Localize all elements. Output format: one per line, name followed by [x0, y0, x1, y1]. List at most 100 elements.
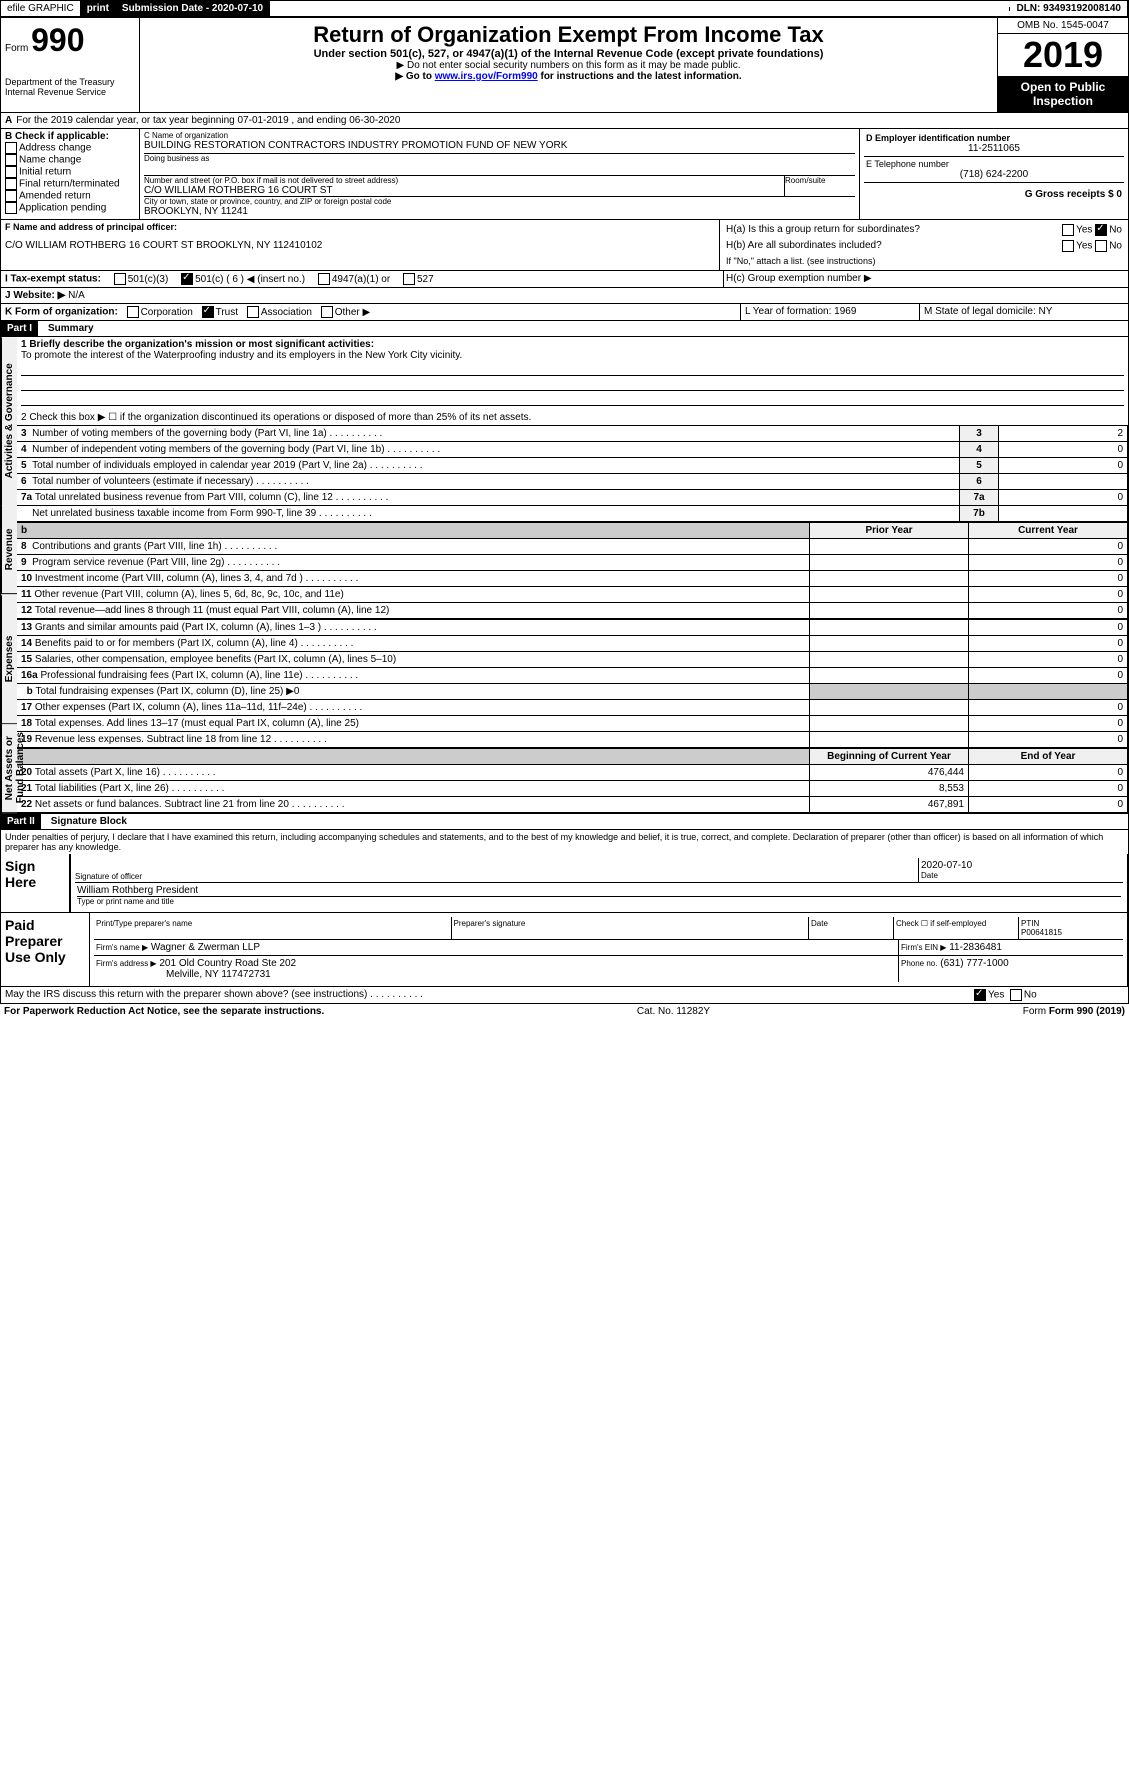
vlabel-assets: Net Assets or Fund Balances — [1, 724, 17, 813]
note2: ▶ Go to www.irs.gov/Form990 for instruct… — [144, 71, 993, 82]
box-c-label: C Name of organization — [144, 131, 855, 140]
chk-amended[interactable]: Amended return — [5, 190, 135, 202]
form-header: Form 990 Department of the Treasury Inte… — [0, 17, 1129, 113]
vlabel-activities: Activities & Governance — [1, 337, 17, 505]
assets-table: Beginning of Current YearEnd of Year 20 … — [17, 748, 1128, 813]
table-row: 14 Benefits paid to or for members (Part… — [17, 636, 1128, 652]
firm-name: Wagner & Zwerman LLP — [151, 942, 260, 953]
date-label: Date — [921, 871, 1121, 880]
table-row: 10 Investment income (Part VIII, column … — [17, 571, 1128, 587]
box-b-title: B Check if applicable: — [5, 131, 135, 142]
part1-header: Part I Summary — [0, 321, 1129, 337]
box-e-label: E Telephone number — [866, 159, 1122, 169]
part2-label: Part II — [1, 814, 41, 829]
period-row: AFor the 2019 calendar year, or tax year… — [0, 113, 1129, 129]
officer-name-print: William Rothberg President — [77, 885, 1121, 896]
dept: Department of the Treasury — [5, 77, 135, 87]
table-row: 8 Contributions and grants (Part VIII, l… — [17, 539, 1128, 555]
website: N/A — [68, 290, 85, 301]
prep-name-label: Print/Type preparer's name — [94, 917, 451, 939]
dba-label: Doing business as — [144, 153, 855, 163]
expenses-table: 13 Grants and similar amounts paid (Part… — [17, 619, 1128, 748]
table-row: 20 Total assets (Part X, line 16)476,444… — [17, 765, 1128, 781]
form990-link[interactable]: www.irs.gov/Form990 — [435, 71, 538, 82]
governance-table: 3 Number of voting members of the govern… — [17, 425, 1128, 522]
form-label: Form — [5, 43, 28, 54]
table-row: 21 Total liabilities (Part X, line 26)8,… — [17, 781, 1128, 797]
table-row: 11 Other revenue (Part VIII, column (A),… — [17, 587, 1128, 603]
check-self[interactable]: Check ☐ if self-employed — [893, 917, 1018, 939]
irs: Internal Revenue Service — [5, 87, 135, 97]
prep-date-label: Date — [808, 917, 893, 939]
q1-label: 1 Briefly describe the organization's mi… — [17, 337, 1128, 410]
box-f-label: F Name and address of principal officer: — [5, 222, 715, 232]
table-row: 15 Salaries, other compensation, employe… — [17, 652, 1128, 668]
org-name: BUILDING RESTORATION CONTRACTORS INDUSTR… — [144, 140, 855, 151]
table-row: Net unrelated business taxable income fr… — [17, 506, 1128, 522]
website-row: J Website: ▶ N/A — [0, 288, 1129, 304]
part1-label: Part I — [1, 321, 38, 336]
chk-address[interactable]: Address change — [5, 142, 135, 154]
box-m: M State of legal domicile: NY — [920, 304, 1128, 320]
sign-here: Sign Here — [1, 854, 71, 912]
tax-status-row: I Tax-exempt status: 501(c)(3) 501(c) ( … — [0, 271, 1129, 288]
discuss-row: May the IRS discuss this return with the… — [0, 987, 1129, 1004]
hc-label: H(c) Group exemption number ▶ — [726, 273, 872, 284]
org-address: C/O WILLIAM ROTHBERG 16 COURT ST — [144, 185, 784, 196]
table-row: 5 Total number of individuals employed i… — [17, 458, 1128, 474]
box-g: G Gross receipts $ 0 — [1025, 189, 1122, 200]
table-row: 3 Number of voting members of the govern… — [17, 426, 1128, 442]
part2-title: Signature Block — [51, 816, 127, 827]
omb: OMB No. 1545-0047 — [998, 18, 1128, 34]
part2-header: Part II Signature Block — [0, 814, 1129, 830]
firm-address: 201 Old Country Road Ste 202 — [159, 958, 296, 969]
pra-notice: For Paperwork Reduction Act Notice, see … — [4, 1006, 324, 1017]
addr-label: Number and street (or P.O. box if mail i… — [144, 176, 784, 185]
chk-pending[interactable]: Application pending — [5, 202, 135, 214]
officer-block: F Name and address of principal officer:… — [0, 220, 1129, 271]
ein: 11-2511065 — [866, 143, 1122, 154]
chk-name[interactable]: Name change — [5, 154, 135, 166]
firm-ein: 11-2836481 — [949, 942, 1002, 953]
print-button[interactable]: print — [81, 1, 116, 16]
firm-phone: (631) 777-1000 — [940, 958, 1008, 969]
ptin: P00641815 — [1021, 928, 1062, 937]
form-subtitle: Under section 501(c), 527, or 4947(a)(1)… — [144, 48, 993, 60]
q2: 2 Check this box ▶ ☐ if the organization… — [17, 410, 1128, 425]
chk-final[interactable]: Final return/terminated — [5, 178, 135, 190]
org-form-row: K Form of organization: Corporation Trus… — [0, 304, 1129, 321]
form-number: 990 — [31, 22, 84, 58]
part1-title: Summary — [48, 323, 94, 334]
box-l: L Year of formation: 1969 — [741, 304, 920, 320]
paid-preparer: Paid Preparer Use Only — [1, 913, 90, 986]
prep-sig-label: Preparer's signature — [451, 917, 809, 939]
tax-year: 2019 — [998, 34, 1128, 76]
note1: ▶ Do not enter social security numbers o… — [144, 60, 993, 71]
part1-body: Activities & Governance Revenue Expenses… — [0, 337, 1129, 814]
box-j-label: J Website: ▶ — [5, 290, 65, 301]
entity-block: B Check if applicable: Address change Na… — [0, 129, 1129, 220]
box-k-label: K Form of organization: — [5, 307, 118, 318]
officer-name: C/O WILLIAM ROTHBERG 16 COURT ST BROOKLY… — [5, 240, 715, 251]
table-row: 13 Grants and similar amounts paid (Part… — [17, 620, 1128, 636]
revenue-table: bPrior YearCurrent Year 8 Contributions … — [17, 522, 1128, 619]
table-row: 18 Total expenses. Add lines 13–17 (must… — [17, 716, 1128, 732]
perjury-text: Under penalties of perjury, I declare th… — [0, 830, 1129, 854]
phone: (718) 624-2200 — [866, 169, 1122, 180]
city-label: City or town, state or province, country… — [144, 197, 855, 206]
q1-answer: To promote the interest of the Waterproo… — [21, 350, 462, 361]
hb-label: H(b) Are all subordinates included? — [726, 240, 882, 252]
table-row: 19 Revenue less expenses. Subtract line … — [17, 732, 1128, 748]
footer: For Paperwork Reduction Act Notice, see … — [0, 1004, 1129, 1019]
org-city: BROOKLYN, NY 11241 — [144, 206, 855, 217]
table-row: 9 Program service revenue (Part VIII, li… — [17, 555, 1128, 571]
type-name-label: Type or print name and title — [77, 896, 1121, 906]
table-row: 16a Professional fundraising fees (Part … — [17, 668, 1128, 684]
table-row: 17 Other expenses (Part IX, column (A), … — [17, 700, 1128, 716]
table-row: 4 Number of independent voting members o… — [17, 442, 1128, 458]
cat-no: Cat. No. 11282Y — [637, 1006, 710, 1017]
signature-block: Sign Here Signature of officer 2020-07-1… — [0, 854, 1129, 987]
box-i-label: I Tax-exempt status: — [5, 274, 101, 285]
chk-initial[interactable]: Initial return — [5, 166, 135, 178]
vlabel-expenses: Expenses — [1, 595, 17, 724]
